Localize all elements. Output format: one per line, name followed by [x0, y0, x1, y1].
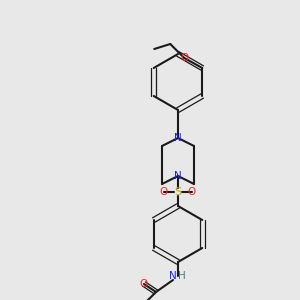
Text: S: S [174, 187, 182, 197]
Text: N: N [174, 171, 182, 181]
Text: O: O [188, 187, 196, 197]
Text: O: O [160, 187, 168, 197]
Text: H: H [178, 271, 186, 281]
Text: N: N [169, 271, 177, 281]
Text: O: O [140, 279, 148, 289]
Text: N: N [174, 133, 182, 143]
Text: O: O [180, 53, 188, 63]
